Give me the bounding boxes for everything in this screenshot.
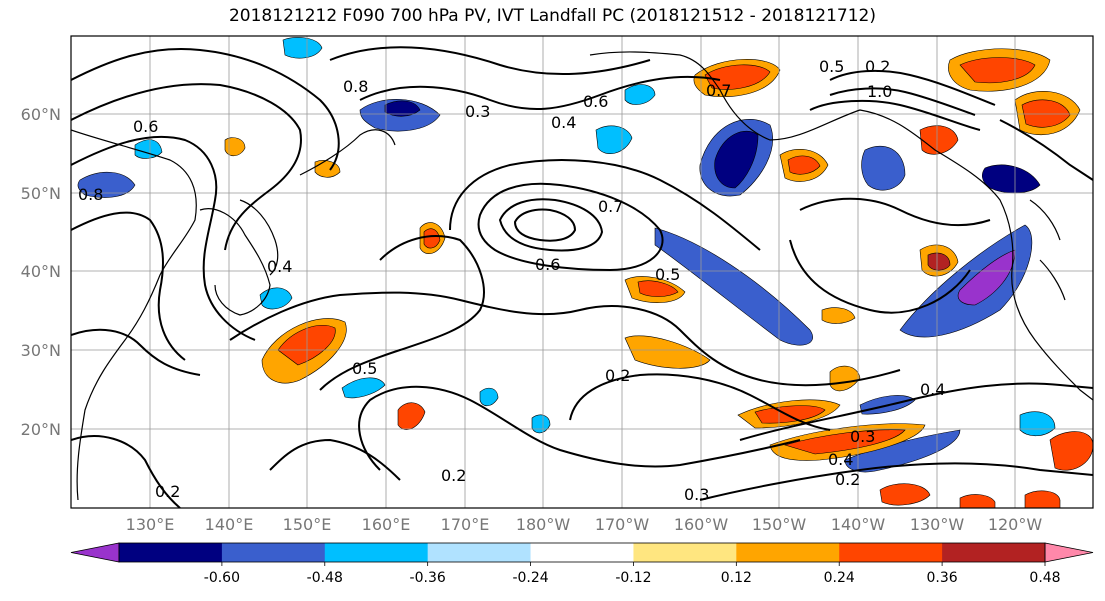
colorbar-segment bbox=[633, 543, 737, 562]
contour-label: 0.4 bbox=[828, 450, 853, 469]
contour-label: 0.4 bbox=[267, 257, 292, 276]
colorbar: -0.60 -0.48 -0.36 -0.24 -0.12 0.12 0.24 0.36 0.4… bbox=[70, 542, 1094, 586]
lat-label-50n: 50°N bbox=[21, 184, 61, 203]
contour-label: 1.0 bbox=[867, 82, 892, 101]
contour-label: 0.2 bbox=[605, 366, 630, 385]
lat-label-20n: 20°N bbox=[21, 420, 61, 439]
colorbar-segment bbox=[530, 543, 634, 562]
contour-label: 0.2 bbox=[155, 482, 180, 501]
colorbar-segment bbox=[736, 543, 840, 562]
lat-label-60n: 60°N bbox=[21, 105, 61, 124]
colorbar-frame bbox=[118, 542, 1046, 563]
contour-label: 0.2 bbox=[835, 470, 860, 489]
gridlines bbox=[71, 36, 1093, 508]
contour-label: 0.4 bbox=[920, 380, 945, 399]
lon-label: 150°W bbox=[752, 515, 807, 534]
contour-label: 0.8 bbox=[343, 77, 368, 96]
lon-label: 150°E bbox=[283, 515, 332, 534]
colorbar-segment bbox=[839, 543, 943, 562]
colorbar-segment bbox=[221, 543, 326, 562]
lon-label: 130°W bbox=[910, 515, 965, 534]
colorbar-segment bbox=[324, 543, 429, 562]
colorbar-tick-label: -0.48 bbox=[307, 570, 343, 586]
contour-label: 0.6 bbox=[133, 117, 158, 136]
map-title: 2018121212 F090 700 hPa PV, IVT Landfall… bbox=[228, 6, 876, 26]
colorbar-tick-label: 0.36 bbox=[927, 570, 958, 586]
lon-label: 140°W bbox=[831, 515, 886, 534]
colorbar-tick-label: -0.24 bbox=[512, 570, 548, 586]
contour-label: 0.5 bbox=[819, 57, 844, 76]
contour-label: 0.8 bbox=[78, 185, 103, 204]
contour-label: 0.3 bbox=[465, 102, 490, 121]
lon-label: 180°W bbox=[516, 515, 571, 534]
map-frame bbox=[70, 35, 1094, 509]
longitude-labels: 130°E 140°E 150°E 160°E 170°E 180°W 170°… bbox=[126, 515, 1043, 534]
lon-label: 140°E bbox=[205, 515, 254, 534]
lon-label: 120°W bbox=[988, 515, 1043, 534]
colorbar-segment bbox=[942, 543, 1046, 562]
contour-label: 0.6 bbox=[535, 255, 560, 274]
colorbar-segment bbox=[427, 543, 532, 562]
latitude-labels: 60°N 50°N 40°N 30°N 20°N bbox=[21, 105, 61, 439]
colorbar-segment bbox=[119, 543, 223, 562]
lat-label-30n: 30°N bbox=[21, 341, 61, 360]
colorbar-extend-max bbox=[1044, 542, 1094, 563]
contour-label: 0.2 bbox=[441, 466, 466, 485]
contour-label: 0.3 bbox=[684, 485, 709, 504]
shaded-anomalies bbox=[77, 37, 1056, 473]
lon-label: 170°W bbox=[595, 515, 650, 534]
contour-label: 0.5 bbox=[655, 265, 680, 284]
contour-label: 0.7 bbox=[706, 81, 731, 100]
pv-contours bbox=[71, 46, 1093, 508]
colorbar-tick-label: -0.12 bbox=[615, 570, 651, 586]
colorbar-extend-min bbox=[70, 542, 120, 563]
lon-label: 130°E bbox=[126, 515, 175, 534]
coastlines bbox=[71, 51, 1093, 501]
lon-label: 170°E bbox=[441, 515, 490, 534]
colorbar-tick-label: 0.48 bbox=[1029, 570, 1060, 586]
contour-label: 0.5 bbox=[352, 359, 377, 378]
contour-label: 0.4 bbox=[551, 113, 576, 132]
contour-label: 0.2 bbox=[865, 57, 890, 76]
lon-label: 160°E bbox=[362, 515, 411, 534]
contour-label: 0.3 bbox=[850, 427, 875, 446]
contour-label: 0.6 bbox=[583, 92, 608, 111]
colorbar-tick-label: -0.60 bbox=[204, 570, 240, 586]
contour-labels: 0.8 0.6 0.3 0.4 0.7 1.0 0.5 0.2 0.6 0.8 … bbox=[78, 57, 945, 504]
colorbar-tick-label: 0.24 bbox=[824, 570, 855, 586]
colorbar-tick-label: -0.36 bbox=[410, 570, 446, 586]
lon-label: 160°W bbox=[674, 515, 729, 534]
contour-label: 0.7 bbox=[598, 197, 623, 216]
lat-label-40n: 40°N bbox=[21, 262, 61, 281]
colorbar-tick-label: 0.12 bbox=[721, 570, 752, 586]
